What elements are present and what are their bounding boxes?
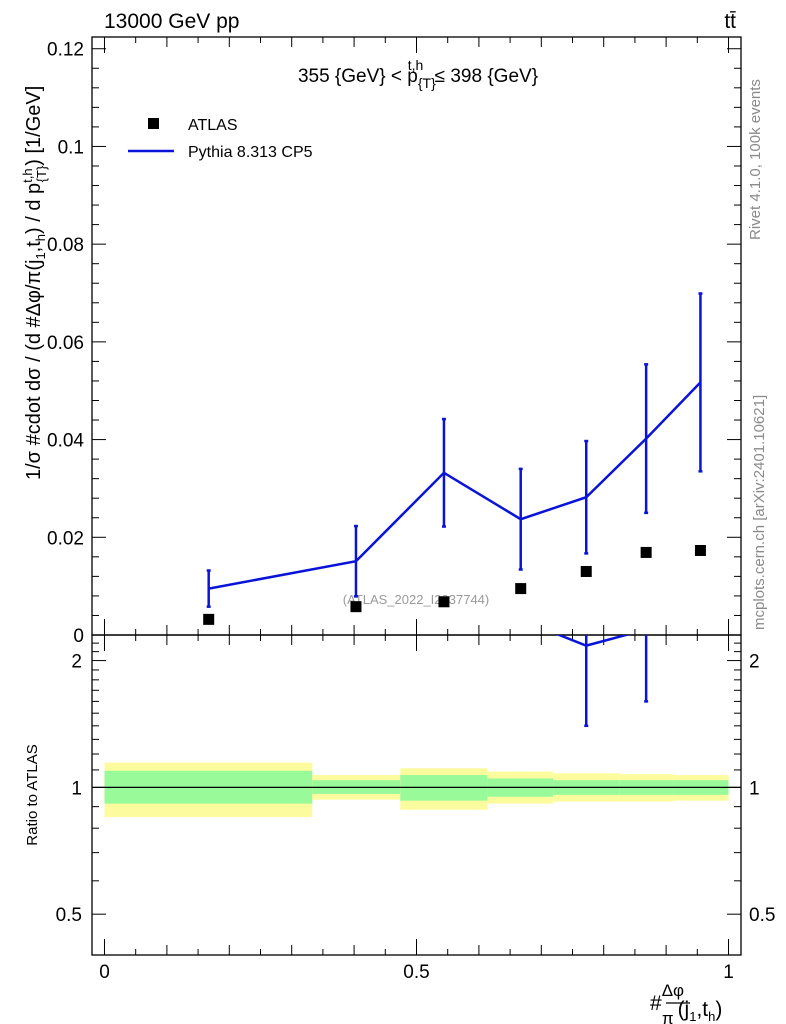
mc-line [208, 381, 702, 590]
watermark: (ATLAS_2022_I2037744) [343, 592, 489, 607]
data-point [694, 544, 706, 556]
x-tick-label: 0 [99, 962, 110, 983]
xlabel-sub-1: 1 [689, 1009, 696, 1024]
xlabel-pi: π [662, 1009, 674, 1024]
mc-series [206, 292, 703, 728]
ratio-tick-label-right: 0.5 [749, 905, 775, 926]
data-point [350, 601, 362, 613]
ratio-y-label: Ratio to ATLAS [24, 744, 41, 845]
mcplots-label: mcplots.cern.ch [arXiv:2401.10621] [751, 395, 768, 630]
y-tick-label: 0.12 [47, 40, 84, 61]
data-point [640, 546, 652, 558]
axes-ticks: 0 0.02 0.04 0.06 0.08 0.1 0.12 0 0.5 1 0.5 0.5 1 1 2 2 [47, 37, 775, 983]
ratio-tick-label-left: 2 [71, 652, 82, 673]
x-tick-label: 1 [723, 962, 734, 983]
data-point [203, 613, 215, 625]
ylabel-sub-h: h [33, 234, 48, 241]
ylabel-unit: ) [1/GeV] [23, 86, 45, 166]
ratio-tick-label-right: 1 [749, 778, 760, 799]
rivet-label: Rivet 4.1.0, 100k events [747, 79, 764, 240]
ylabel-mid: ,t [23, 241, 45, 253]
title-part-2: ≤ 398 {GeV} [429, 66, 538, 87]
ratio-mc-line [555, 635, 631, 647]
ratio-bands [92, 762, 741, 818]
xlabel-frac: Δφ [662, 981, 684, 1000]
y-tick-label: 0.08 [47, 235, 84, 256]
xlabel-sub-h: h [708, 1009, 715, 1024]
xlabel-mid: ,t [696, 998, 708, 1021]
legend-data-label: ATLAS [188, 117, 238, 134]
data-series [203, 544, 706, 625]
data-point [515, 583, 527, 595]
legend-mc-label: Pythia 8.313 CP5 [188, 144, 313, 161]
plot-title: 355 {GeV} < p{T} t,h ≤ 398 {GeV} [298, 57, 538, 91]
axes-frames [91, 36, 742, 956]
ylabel-sub-1: 1 [33, 252, 48, 259]
xlabel-end: ) [715, 998, 722, 1021]
ylabel-end: ) / d p [23, 183, 45, 234]
y-tick-label: 0.02 [47, 528, 84, 549]
y-tick-label: 0 [73, 626, 84, 647]
xlabel-args: (j [678, 998, 690, 1021]
ratio-mc-group [555, 635, 649, 728]
y-axis-label: 1/σ #cdot dσ / (d #Δφ/π(j1,th) / d pt,h{… [20, 86, 49, 480]
y-tick-label: 0.04 [47, 431, 84, 452]
ratio-tick-label-right: 2 [749, 652, 760, 673]
ratio-tick-label-left: 1 [71, 778, 82, 799]
ylabel-sub-t: {T} [34, 165, 49, 182]
ratio-tick-label-left: 0.5 [56, 905, 82, 926]
data-point [438, 596, 450, 608]
legend-data-marker [148, 118, 159, 129]
header-left: 13000 GeV pp [104, 10, 239, 33]
title-part-1: 355 {GeV} < p [298, 66, 418, 87]
legend: ATLAS Pythia 8.313 CP5 [128, 117, 313, 161]
data-point [580, 565, 592, 577]
y-tick-label: 0.06 [47, 333, 84, 354]
ylabel-sup: t,h [20, 168, 35, 182]
title-sup: t,h [408, 57, 424, 73]
title-sub: {T} [418, 75, 436, 91]
header-right: tt̄ [724, 10, 736, 33]
y-tick-label: 0.1 [58, 137, 84, 158]
x-tick-label: 0.5 [403, 962, 429, 983]
